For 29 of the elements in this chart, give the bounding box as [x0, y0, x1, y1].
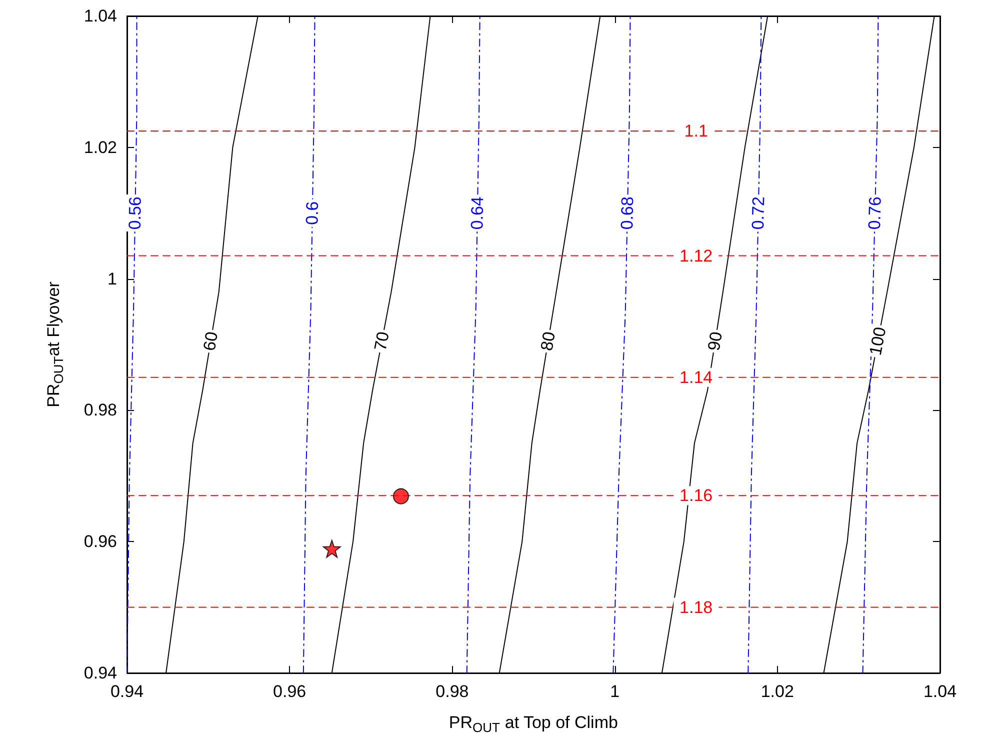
series-label: 1.18 [680, 598, 713, 617]
text: 0.6 [302, 201, 322, 226]
text: 80 [537, 330, 560, 352]
text: 100 [866, 326, 890, 357]
text: 0.64 [468, 196, 488, 230]
x-tick-label: 0.98 [436, 682, 469, 701]
series-label: 1.1 [684, 121, 708, 140]
text: 0.68 [618, 196, 638, 230]
y-tick-label: 0.94 [84, 664, 117, 682]
series-label: 1.12 [680, 246, 713, 266]
x-tick-label: 0.96 [273, 682, 306, 701]
x-tick-label: 1 [610, 682, 620, 701]
y-tick-label: 0.98 [84, 400, 117, 420]
y-axis-title: PROUTat Flyover [44, 281, 66, 408]
text: 60 [200, 330, 222, 352]
x-tick-label: 0.94 [110, 682, 144, 701]
text: 0.56 [125, 196, 145, 230]
y-tick-label: 0.96 [84, 532, 117, 552]
y-tick-label: 1.04 [84, 6, 117, 26]
y-tick-label: 1 [108, 269, 117, 288]
x-tick-label: 1.04 [923, 682, 957, 701]
text: 0.76 [865, 196, 885, 230]
text: 0.72 [748, 196, 768, 230]
series-label: 1.16 [680, 486, 713, 506]
text: 70 [370, 330, 393, 352]
y-tick-label: 1.02 [84, 138, 117, 157]
text: 90 [704, 330, 726, 352]
series-label: 1.14 [680, 368, 713, 387]
x-tick-label: 1.02 [760, 682, 794, 701]
